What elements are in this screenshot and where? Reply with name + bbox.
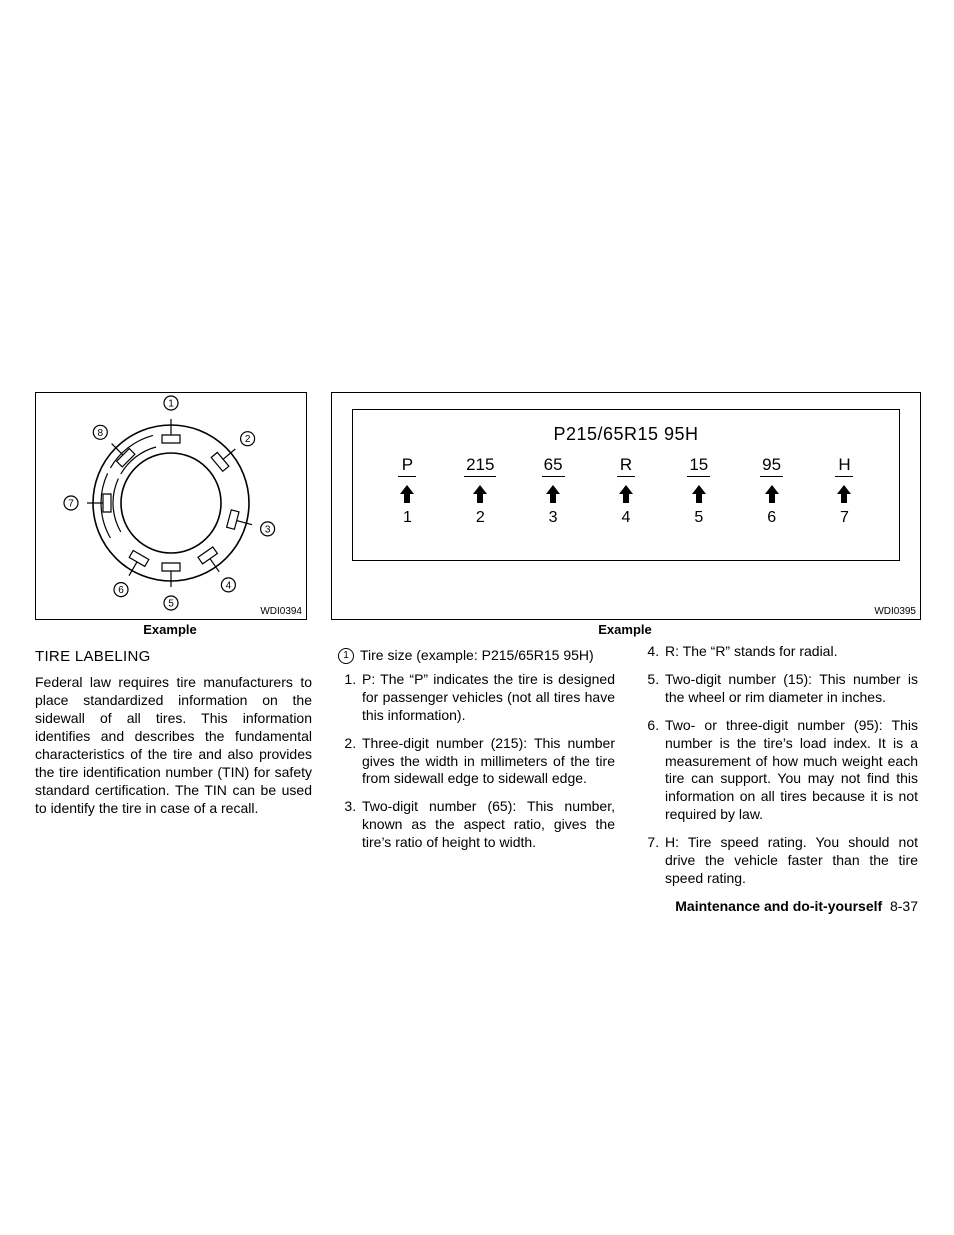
tire-segment-label: 65 [542, 455, 565, 477]
list-item: P: The “P” indicates the tire is designe… [360, 671, 615, 725]
tire-size-inner-box: P215/65R15 95H P12152653R4155956H7 [352, 409, 900, 561]
tire-size-list-1-3: P: The “P” indicates the tire is designe… [338, 671, 615, 852]
tire-segment-label: H [835, 455, 853, 477]
figure-left-box: 1 2 3 4 5 6 7 8 WDI0394 [35, 392, 307, 620]
page-footer: Maintenance and do-it-yourself 8-37 [641, 898, 918, 916]
tire-segment: 95 6 [743, 455, 801, 527]
figure-right-caption: Example [331, 622, 919, 637]
tire-segment-number: 2 [476, 509, 485, 527]
tire-size-title: P215/65R15 95H [353, 424, 899, 445]
tire-segment-number: 6 [767, 509, 776, 527]
tire-segment-label: 215 [464, 455, 496, 477]
svg-text:2: 2 [245, 434, 251, 445]
manual-page: 12345678 WDI0394 Example P215/65R15 95H … [0, 0, 954, 1235]
figure-right-wrap: P215/65R15 95H P12152653R4155956H7 WDI03… [331, 392, 919, 637]
svg-text:6: 6 [118, 585, 124, 596]
tire-size-callout-line: 1 Tire size (example: P215/65R15 95H) [338, 647, 615, 665]
list-item: Three-digit number (215): This number gi… [360, 735, 615, 789]
tire-segment: 65 3 [524, 455, 582, 527]
tire-segment: P1 [378, 455, 436, 527]
figure-left-wrap: 1 2 3 4 5 6 7 8 WDI0394 Example [35, 392, 305, 637]
tire-size-callout-text: Tire size (example: P215/65R15 95H) [360, 647, 594, 665]
intro-paragraph: Federal law requires tire manufacturers … [35, 674, 312, 817]
section-heading: TIRE LABELING [35, 647, 312, 666]
svg-text:1: 1 [168, 399, 174, 410]
list-item: Two- or three-digit number (95): This nu… [663, 717, 918, 824]
tire-segment-label: P [398, 455, 416, 477]
svg-text:4: 4 [226, 580, 232, 591]
up-arrow-icon [473, 485, 487, 503]
svg-text:3: 3 [265, 524, 271, 535]
up-arrow-icon [619, 485, 633, 503]
up-arrow-icon [546, 485, 560, 503]
tire-segment-number: 7 [840, 509, 849, 527]
tire-size-list-4-7: R: The “R” stands for radial. Two-digit n… [641, 643, 918, 888]
list-item: Two-digit number (65): This number, know… [360, 798, 615, 852]
up-arrow-icon [765, 485, 779, 503]
tire-segment: H7 [815, 455, 873, 527]
figure-left-caption: Example [35, 622, 305, 637]
up-arrow-icon [400, 485, 414, 503]
figure-left-code: WDI0394 [260, 606, 302, 617]
figure-right-code: WDI0395 [874, 606, 916, 617]
up-arrow-icon [692, 485, 706, 503]
up-arrow-icon [837, 485, 851, 503]
tire-segment-number: 1 [403, 509, 412, 527]
figures-row: 12345678 WDI0394 Example P215/65R15 95H … [35, 392, 919, 637]
column-2: 1 Tire size (example: P215/65R15 95H) P:… [338, 643, 615, 916]
tire-segment: R4 [597, 455, 655, 527]
list-item: Two-digit number (15): This number is th… [663, 671, 918, 707]
list-item: H: Tire speed rating. You should not dri… [663, 834, 918, 888]
tire-segment-label: 95 [760, 455, 783, 477]
circled-1-icon: 1 [338, 648, 354, 664]
text-columns: TIRE LABELING Federal law requires tire … [35, 643, 919, 916]
tire-segment-label: R [617, 455, 635, 477]
tire-diagram-svg: 1 2 3 4 5 6 7 8 [36, 393, 306, 619]
tire-segment: 15 5 [670, 455, 728, 527]
column-3: R: The “R” stands for radial. Two-digit n… [641, 643, 918, 916]
svg-text:7: 7 [68, 499, 74, 510]
tire-segment-number: 4 [622, 509, 631, 527]
footer-section: Maintenance and do-it-yourself [675, 898, 882, 914]
footer-page-number: 8-37 [890, 898, 918, 914]
column-1: TIRE LABELING Federal law requires tire … [35, 643, 312, 916]
tire-segment-number: 5 [694, 509, 703, 527]
tire-segment: 215 2 [451, 455, 509, 527]
figure-right-box: P215/65R15 95H P12152653R4155956H7 WDI03… [331, 392, 921, 620]
page-content: 12345678 WDI0394 Example P215/65R15 95H … [35, 392, 919, 916]
tire-segment-number: 3 [549, 509, 558, 527]
svg-text:8: 8 [98, 428, 104, 439]
tire-segment-label: 15 [687, 455, 710, 477]
svg-text:5: 5 [168, 599, 174, 610]
list-item: R: The “R” stands for radial. [663, 643, 918, 661]
tire-size-segments: P12152653R4155956H7 [353, 455, 899, 527]
